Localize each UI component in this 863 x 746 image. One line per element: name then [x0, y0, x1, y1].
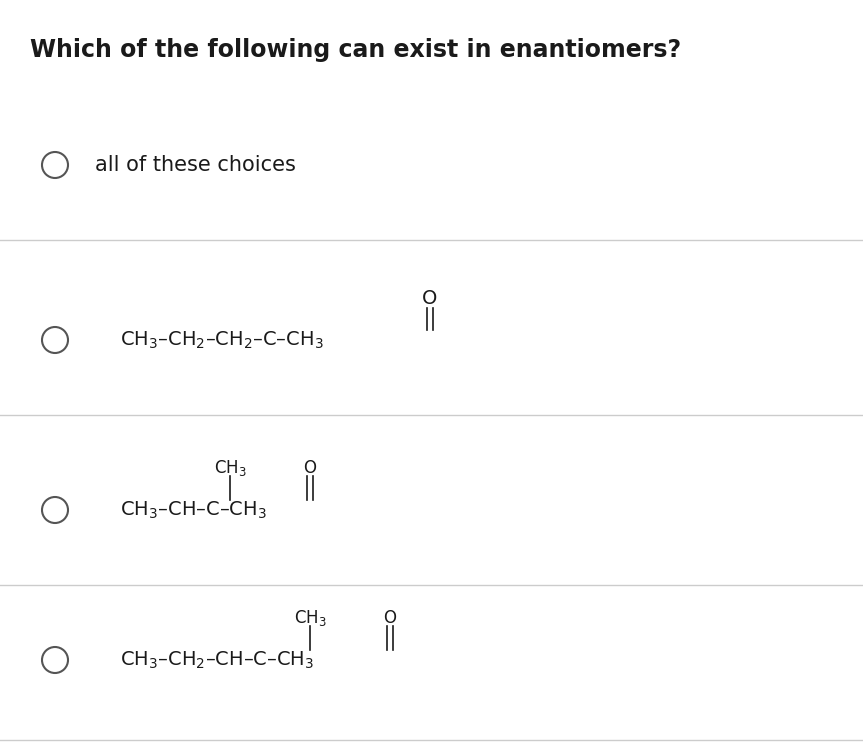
Text: O: O [422, 289, 438, 307]
Text: CH$_3$: CH$_3$ [293, 608, 326, 628]
Text: Which of the following can exist in enantiomers?: Which of the following can exist in enan… [30, 38, 681, 62]
Text: CH$_3$: CH$_3$ [214, 458, 246, 478]
Text: CH$_3$–CH$_2$–CH–C–CH$_3$: CH$_3$–CH$_2$–CH–C–CH$_3$ [120, 649, 314, 671]
Text: O: O [304, 459, 317, 477]
Text: CH$_3$–CH$_2$–CH$_2$–C–CH$_3$: CH$_3$–CH$_2$–CH$_2$–C–CH$_3$ [120, 329, 324, 351]
Text: O: O [383, 609, 396, 627]
Text: all of these choices: all of these choices [95, 155, 296, 175]
Text: CH$_3$–CH–C–CH$_3$: CH$_3$–CH–C–CH$_3$ [120, 499, 267, 521]
